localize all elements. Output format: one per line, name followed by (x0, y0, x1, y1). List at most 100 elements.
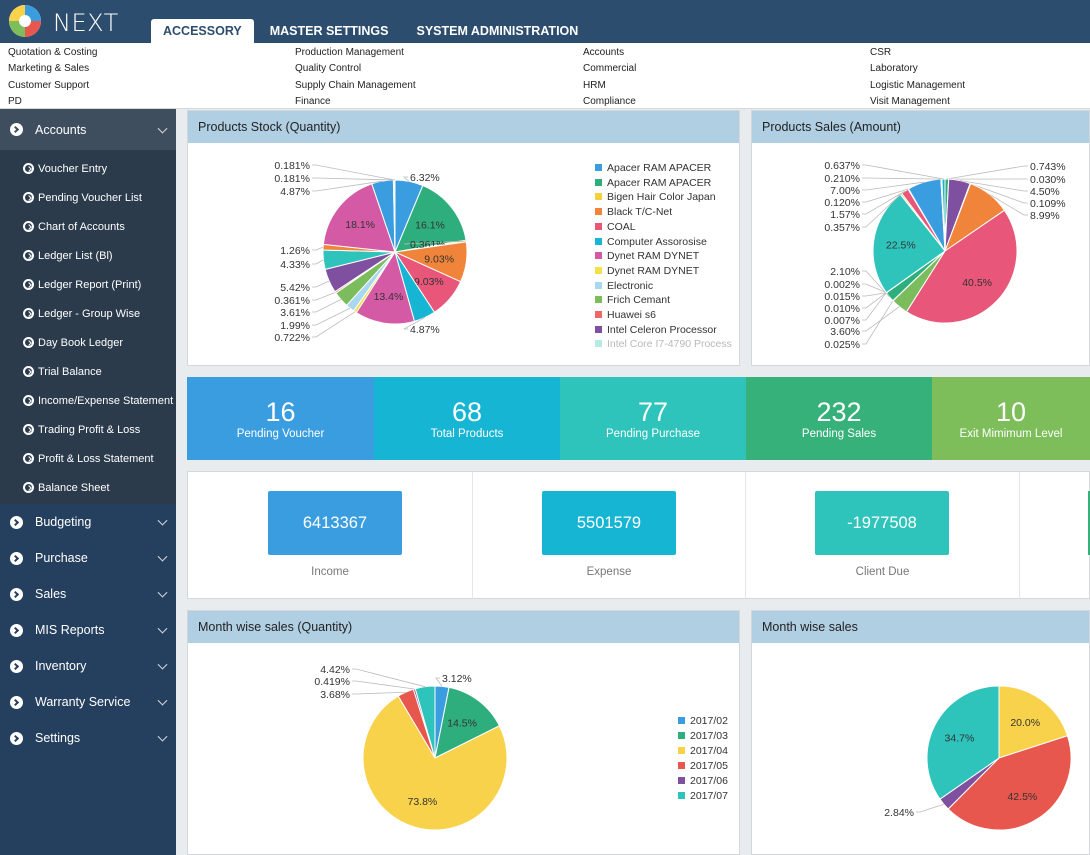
sidebar-item-ledger-list[interactable]: Ledger List (Bl) (0, 241, 176, 270)
sidebar-section-mis-reports[interactable]: MIS Reports (0, 612, 176, 648)
pie-leader-line (312, 299, 342, 313)
legend-label: Dynet RAM DYNET (607, 264, 700, 277)
tile-pending-purchase[interactable]: 77 Pending Purchase (560, 377, 746, 460)
pie-data-label: 0.025% (824, 339, 860, 351)
sidebar-item-income-expense-statement[interactable]: Income/Expense Statement (0, 386, 176, 415)
sidebar-item-label: Trading Profit & Loss (38, 423, 141, 436)
tab-system-administration[interactable]: SYSTEM ADMINISTRATION (416, 24, 579, 38)
legend-item[interactable]: 2017/07 (678, 790, 728, 802)
chevron-down-icon (157, 695, 168, 706)
app-logo[interactable]: NEXT (7, 3, 147, 39)
module-visit-management[interactable]: Visit Management (870, 95, 950, 107)
income-value[interactable]: 6413367 (268, 491, 402, 555)
legend-item[interactable]: Frich Cemant (595, 294, 670, 306)
pie-data-label: 0.120% (824, 197, 860, 209)
pie-leader-line (352, 680, 415, 690)
pie-data-label: 0.007% (824, 315, 860, 327)
pie-leader-line (352, 668, 426, 688)
legend-item[interactable]: Black T/C-Net (595, 206, 672, 218)
module-quality-control[interactable]: Quality Control (295, 63, 362, 75)
legend-item[interactable]: 2017/05 (678, 760, 728, 772)
sidebar-item-ledger-report[interactable]: Ledger Report (Print) (0, 270, 176, 299)
legend-item[interactable]: Intel Celeron Processor (595, 324, 717, 336)
pie-slice[interactable] (362, 695, 508, 831)
pie-data-label: 1.26% (280, 245, 310, 257)
module-commercial[interactable]: Commercial (583, 63, 637, 75)
legend-item[interactable]: Apacer RAM APACER (595, 162, 711, 174)
module-csr[interactable]: CSR (870, 47, 892, 58)
finance-income: 6413367 Income (188, 472, 473, 600)
sidebar-item-pending-voucher-list[interactable]: Pending Voucher List (0, 183, 176, 212)
finance-partial-box (1088, 491, 1090, 555)
sidebar-item-voucher-entry[interactable]: Voucher Entry (0, 154, 176, 183)
module-marketing-sales[interactable]: Marketing & Sales (8, 63, 90, 75)
module-laboratory[interactable]: Laboratory (870, 63, 918, 75)
module-hrm[interactable]: HRM (583, 79, 606, 91)
legend-item[interactable]: 2017/02 (678, 715, 728, 727)
module-menu: Quotation & Costing Marketing & Sales Cu… (0, 43, 1090, 109)
tile-pending-sales[interactable]: 232 Pending Sales (746, 377, 932, 460)
module-production-management[interactable]: Production Management (295, 47, 404, 58)
legend-item[interactable]: 2017/03 (678, 730, 728, 742)
sidebar-item-day-book-ledger[interactable]: Day Book Ledger (0, 328, 176, 357)
pie-data-label: 9.03% (424, 253, 454, 265)
pie-slice[interactable] (905, 209, 1018, 324)
pie-slice[interactable] (947, 735, 1072, 831)
legend-item[interactable]: Computer Assorosise (595, 236, 707, 248)
legend-item[interactable]: Dynet RAM DYNET (595, 265, 699, 277)
sidebar-section-budgeting[interactable]: Budgeting (0, 504, 176, 540)
legend-item[interactable]: 2017/04 (678, 745, 728, 757)
pie-slice[interactable] (355, 250, 416, 325)
sidebar-item-label: Trial Balance (38, 365, 102, 378)
tab-accessory[interactable]: ACCESSORY (151, 19, 254, 43)
legend-item[interactable]: Huawei s6 (595, 309, 656, 321)
sidebar-item-profit-loss-statement[interactable]: Profit & Loss Statement (0, 444, 176, 473)
tile-exit-minimum-level[interactable]: 10 Exit Mimimum Level (932, 377, 1090, 460)
chevron-down-icon (157, 123, 168, 134)
pie-data-label: 0.357% (824, 222, 860, 234)
sidebar-section-inventory[interactable]: Inventory (0, 648, 176, 684)
tile-pending-voucher[interactable]: 16 Pending Voucher (187, 377, 374, 460)
sidebar-item-trading-profit-loss[interactable]: Trading Profit & Loss (0, 415, 176, 444)
module-logistic-management[interactable]: Logistic Management (870, 79, 966, 91)
module-customer-support[interactable]: Customer Support (8, 79, 90, 91)
sidebar-section-purchase[interactable]: Purchase (0, 540, 176, 576)
sidebar-section-settings[interactable]: Settings (0, 720, 176, 756)
sidebar-section-sales[interactable]: Sales (0, 576, 176, 612)
pie-slice[interactable] (926, 685, 1000, 800)
sidebar-item-balance-sheet[interactable]: Balance Sheet (0, 473, 176, 502)
pie-data-label: 0.210% (824, 173, 860, 185)
module-quotation-costing[interactable]: Quotation & Costing (8, 47, 98, 58)
pie-data-label: 0.419% (314, 676, 350, 688)
legend-label: 2017/02 (690, 715, 728, 727)
pie-slice[interactable] (414, 685, 436, 759)
logo-icon (9, 5, 41, 37)
tab-master-settings[interactable]: MASTER SETTINGS (269, 24, 389, 38)
sidebar-section-warranty-service[interactable]: Warranty Service (0, 684, 176, 720)
module-accounts[interactable]: Accounts (583, 47, 625, 58)
module-supply-chain[interactable]: Supply Chain Management (295, 79, 416, 91)
client-due-value[interactable]: -1977508 (815, 491, 949, 555)
pie-slice[interactable] (998, 685, 1069, 759)
legend-label: Intel Core I7-4790 Process (607, 338, 732, 351)
module-finance[interactable]: Finance (295, 95, 331, 107)
sidebar-section-accounts[interactable]: Accounts (0, 109, 176, 150)
legend-label: Black T/C-Net (607, 206, 673, 219)
legend-item[interactable]: COAL (595, 221, 636, 233)
legend-item[interactable]: 2017/06 (678, 775, 728, 787)
tile-total-products[interactable]: 68 Total Products (374, 377, 560, 460)
pie-slice[interactable] (434, 686, 501, 759)
module-pd[interactable]: PD (8, 95, 22, 107)
sidebar-item-trial-balance[interactable]: Trial Balance (0, 357, 176, 386)
circle-arrow-icon (23, 163, 34, 174)
legend-item[interactable]: Intel Core I7-4790 Process (595, 338, 732, 350)
legend-item[interactable]: Apacer RAM APACER (595, 177, 711, 189)
module-compliance[interactable]: Compliance (583, 95, 636, 107)
legend-item[interactable]: Electronic (595, 280, 653, 292)
expense-value[interactable]: 5501579 (542, 491, 676, 555)
legend-item[interactable]: Dynet RAM DYNET (595, 250, 699, 262)
sidebar-item-ledger-group-wise[interactable]: Ledger - Group Wise (0, 299, 176, 328)
sidebar-item-chart-of-accounts[interactable]: Chart of Accounts (0, 212, 176, 241)
legend-item[interactable]: Bigen Hair Color Japan (595, 191, 716, 203)
pie-slice[interactable] (394, 184, 467, 253)
